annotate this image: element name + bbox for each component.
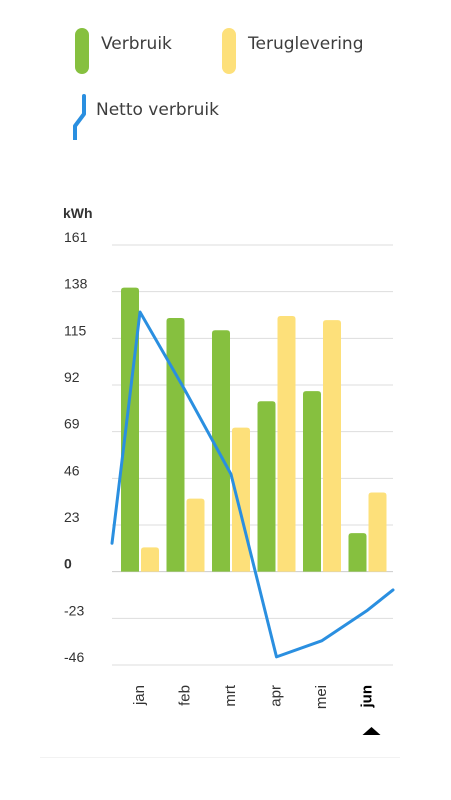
bar-verbruik-feb[interactable] (166, 318, 185, 572)
chart-legend: Verbruik Teruglevering Netto verbruik (0, 0, 451, 160)
bar-teruglevering-mei[interactable] (323, 320, 341, 572)
y-tick-label: 92 (64, 369, 80, 385)
y-axis-ticks: 161 138 115 92 69 46 23 0 -23 -46 (64, 229, 88, 665)
y-tick-label: -46 (64, 649, 84, 665)
bar-teruglevering-mrt[interactable] (232, 427, 250, 572)
teruglevering-swatch (222, 28, 236, 74)
bars (121, 287, 387, 572)
netto-line (110, 310, 395, 659)
x-tick-label-feb[interactable]: feb (177, 685, 194, 706)
x-tick-label-apr[interactable]: apr (268, 685, 285, 707)
x-tick-label-mrt[interactable]: mrt (222, 684, 239, 706)
bar-teruglevering-feb[interactable] (186, 498, 205, 572)
bar-verbruik-apr[interactable] (257, 401, 276, 572)
energy-chart: kWh 161 138 115 92 69 46 23 0 -23 -46 jan feb mrt ap… (63, 205, 395, 735)
netto-verbruik-line (110, 310, 395, 659)
x-tick-label-jan[interactable]: jan (131, 685, 148, 706)
y-tick-label: 161 (64, 229, 88, 245)
bar-verbruik-mei[interactable] (303, 391, 321, 572)
netto-line-swatch (73, 94, 86, 140)
selected-month-marker-icon (362, 727, 381, 735)
y-tick-label: 23 (64, 509, 80, 525)
verbruik-swatch (75, 28, 89, 74)
footer-divider (40, 757, 400, 758)
y-tick-label: 46 (64, 462, 80, 478)
bar-teruglevering-jun[interactable] (368, 492, 387, 572)
legend-label-netto-verbruik: Netto verbruik (96, 100, 219, 120)
y-tick-label: -23 (64, 602, 84, 618)
legend-item-verbruik[interactable]: Verbruik (75, 28, 172, 74)
bar-verbruik-jun[interactable] (348, 533, 367, 572)
legend-item-netto-verbruik[interactable]: Netto verbruik (68, 94, 219, 140)
bar-teruglevering-jan[interactable] (141, 547, 159, 572)
y-tick-label: 69 (64, 416, 80, 432)
legend-label-verbruik: Verbruik (101, 34, 172, 54)
y-axis-label: kWh (63, 205, 93, 221)
legend-label-teruglevering: Teruglevering (248, 34, 364, 54)
bar-teruglevering-apr[interactable] (277, 316, 296, 572)
y-tick-label: 138 (64, 276, 88, 292)
x-axis-ticks: jan feb mrt apr mei jun (131, 684, 381, 735)
y-tick-label: 115 (64, 322, 87, 338)
grid-lines (112, 244, 393, 666)
x-tick-label-jun[interactable]: jun (359, 685, 376, 709)
y-tick-label: 0 (64, 556, 72, 572)
legend-item-teruglevering[interactable]: Teruglevering (222, 28, 364, 74)
bar-verbruik-mrt[interactable] (212, 330, 230, 572)
x-tick-label-mei[interactable]: mei (313, 685, 330, 709)
